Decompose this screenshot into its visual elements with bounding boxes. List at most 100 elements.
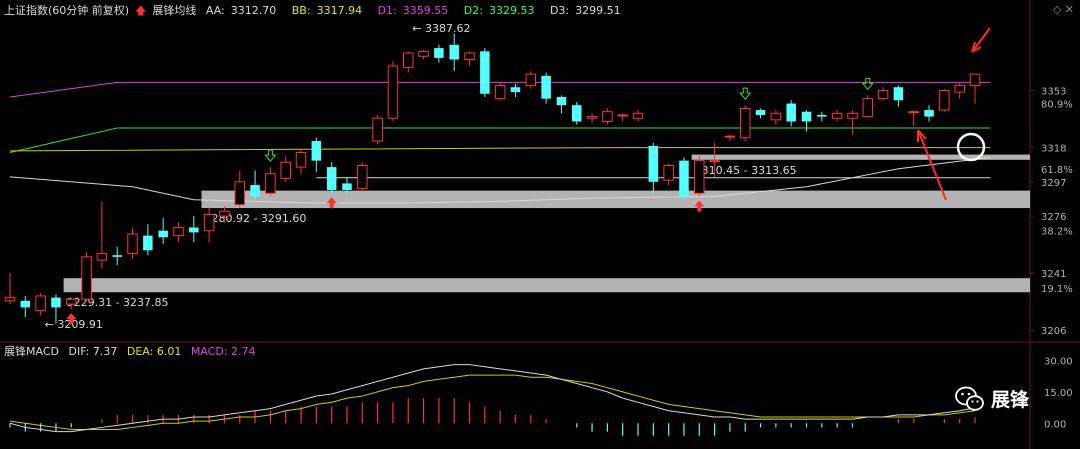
candle-47 (724, 134, 736, 142)
price-tick-5: 3206 (1041, 326, 1066, 337)
candle-2 (35, 292, 46, 316)
candle-22 (342, 176, 352, 195)
extreme-label-0: ← 3209.91 (45, 318, 103, 331)
candle-4 (66, 297, 77, 310)
candle-body (831, 112, 843, 119)
watermark-text: 展锋 (991, 389, 1030, 411)
candle-48 (739, 105, 751, 142)
candle-28 (434, 44, 444, 63)
candle-37 (571, 101, 582, 125)
candle-body (893, 87, 904, 101)
candle-body (418, 50, 429, 57)
candle-body (617, 114, 628, 117)
candle-51 (786, 100, 796, 127)
candle-19 (295, 149, 307, 174)
macd-header: 展锋MACD DIF: 7.37 DEA: 6.01 MACD: 2.74 (4, 343, 262, 361)
candle-53 (817, 111, 827, 122)
diamond-icon[interactable]: ◇ (1052, 3, 1062, 16)
candle-54 (831, 110, 843, 122)
macd-title: 展锋MACD (4, 345, 59, 358)
candle-27 (418, 49, 429, 60)
candle-body (632, 112, 644, 119)
candle-body (127, 233, 138, 255)
candle-body (694, 160, 705, 194)
candle-1 (20, 295, 31, 318)
candle-body (724, 135, 736, 138)
candle-body (556, 97, 567, 106)
candle-body (464, 52, 475, 61)
candle-body (81, 256, 92, 300)
candle-body (203, 213, 215, 232)
candle-33 (510, 83, 521, 98)
candle-63 (969, 73, 981, 104)
candle-body (817, 114, 827, 117)
price-tick-4: 3241 (1041, 269, 1066, 280)
candle-body (480, 51, 490, 94)
candle-body (4, 297, 16, 302)
candle-body (755, 110, 766, 115)
candle-body (969, 73, 981, 87)
candle-23 (357, 162, 368, 192)
candle-body (586, 116, 598, 119)
candle-7 (112, 247, 122, 265)
candle-body (189, 227, 199, 233)
buy-arrow-icon-2 (694, 200, 705, 212)
wechat-icon (955, 386, 984, 411)
candle-body (939, 89, 950, 111)
candle-body (770, 112, 782, 121)
line-AA (9, 156, 991, 204)
candle-41 (632, 110, 644, 122)
candle-0 (4, 273, 16, 305)
candle-39 (602, 108, 613, 125)
candle-24 (372, 114, 383, 145)
percent-tick-0: 80.9% (1041, 100, 1073, 111)
candle-body (51, 297, 61, 308)
candle-20 (311, 137, 322, 173)
candle-body (311, 141, 322, 161)
candle-body (234, 181, 246, 206)
candle-32 (494, 82, 506, 101)
candle-body (403, 52, 414, 69)
buy-arrow-icon-0 (66, 313, 77, 325)
macd-tick-0: 30.00 (1044, 356, 1073, 367)
candle-body (908, 111, 919, 114)
percent-tick-2: 38.2% (1041, 227, 1073, 238)
candle-35 (541, 72, 551, 104)
candle-body (173, 226, 184, 237)
candle-57 (877, 87, 889, 101)
candle-body (847, 112, 858, 119)
candle-body (143, 235, 153, 251)
candle-15 (234, 170, 246, 208)
candle-body (112, 255, 122, 257)
candle-49 (755, 108, 766, 119)
zone-label-2: 3310.45 - 3313.65 (695, 164, 797, 177)
candle-36 (556, 95, 567, 114)
price-tick-3: 3276 (1041, 212, 1066, 223)
candle-50 (770, 110, 782, 125)
candle-17 (265, 167, 276, 197)
candle-body (342, 183, 352, 190)
price-tick-0: 3353 (1041, 86, 1066, 97)
percent-tick-1: 61.8% (1041, 165, 1073, 176)
callout-circle (956, 132, 986, 162)
zone-label-0: 3229.31 - 3237.85 (67, 296, 169, 309)
candle-25 (387, 61, 399, 122)
indicator-bb: BB: 3317.94 (291, 4, 363, 17)
percent-tick-3: 19.1% (1041, 284, 1073, 295)
close-icon[interactable]: ✕ (1064, 3, 1074, 16)
chart-title: 上证指数(60分钟 前复权) (4, 4, 130, 17)
callout-arrow-bottom (917, 129, 947, 201)
candle-body (801, 111, 812, 122)
candle-10 (158, 217, 168, 244)
candle-body (66, 298, 77, 305)
callout-arrow-top (971, 27, 991, 53)
indicator-d1: D1: 3359.55 (377, 4, 449, 17)
candle-body (877, 89, 889, 100)
candle-30 (464, 51, 475, 67)
candle-body (663, 165, 674, 181)
candle-9 (143, 224, 153, 256)
candle-38 (586, 113, 598, 124)
zone-label-1: 3280.92 - 3291.60 (204, 212, 306, 225)
candle-14 (219, 206, 230, 223)
support-zone-0 (63, 278, 1031, 293)
